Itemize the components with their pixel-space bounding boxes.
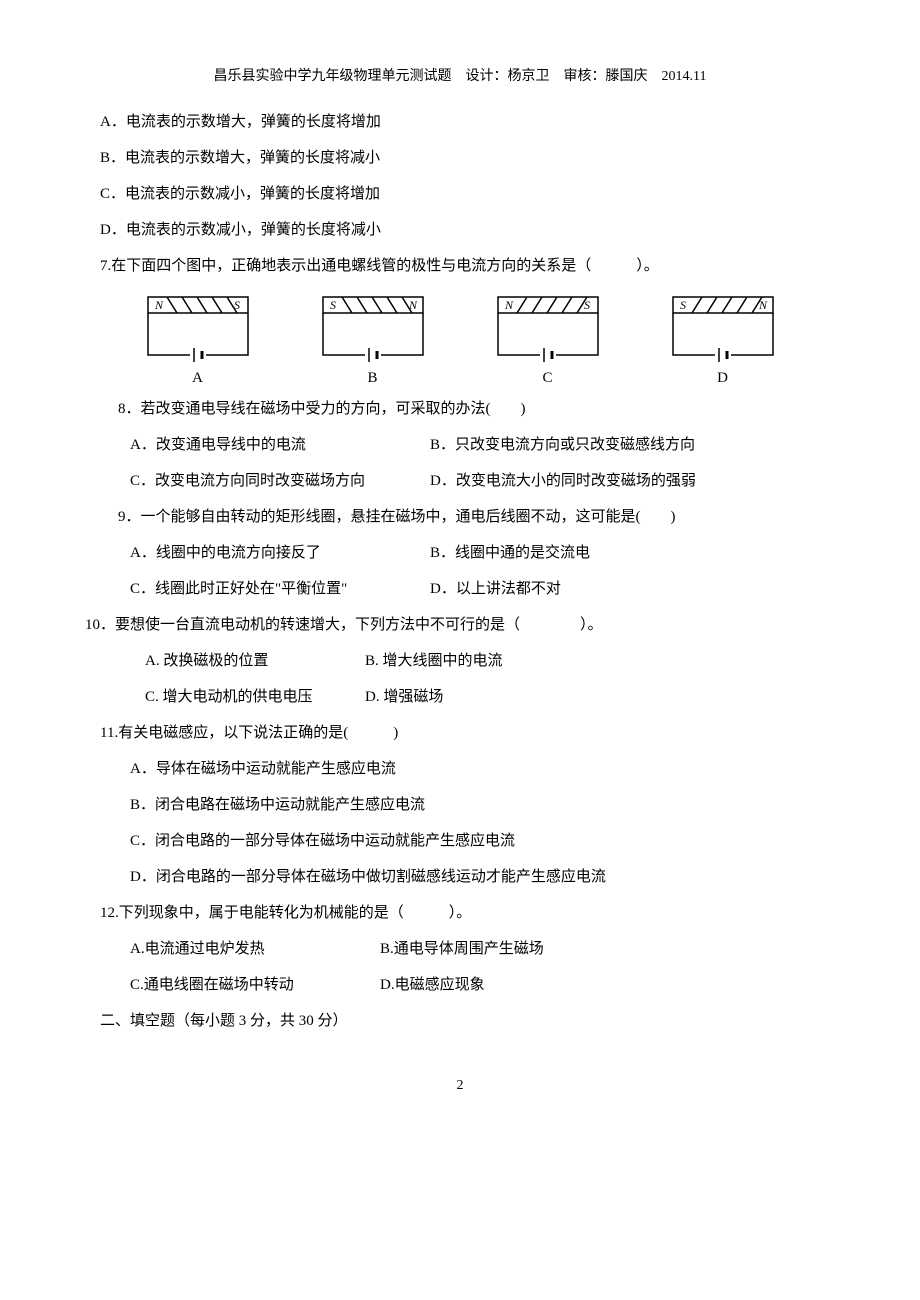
- q11-option-d: D．闭合电路的一部分导体在磁场中做切割磁感线运动才能产生感应电流: [100, 859, 820, 895]
- section2-title: 二、填空题（每小题 3 分，共 30 分）: [100, 1003, 820, 1039]
- solenoid-diagram-d: SN: [653, 292, 793, 367]
- q9-option-a: A．线圈中的电流方向接反了: [130, 535, 430, 571]
- q12-stem: 12.下列现象中，属于电能转化为机械能的是（ ）。: [100, 895, 820, 931]
- q8-row2: C．改变电流方向同时改变磁场方向 D．改变电流大小的同时改变磁场的强弱: [100, 463, 820, 499]
- q8-option-b: B．只改变电流方向或只改变磁感线方向: [430, 427, 820, 463]
- q12-option-d: D.电磁感应现象: [380, 967, 485, 1003]
- q11-option-b: B．闭合电路在磁场中运动就能产生感应电流: [100, 787, 820, 823]
- q7-figure-b: SN B: [303, 292, 443, 387]
- svg-text:N: N: [504, 298, 514, 312]
- q12-option-b: B.通电导体周围产生磁场: [380, 931, 544, 967]
- q10-stem: 10．要想使一台直流电动机的转速增大，下列方法中不可行的是（ ）。: [85, 607, 820, 643]
- svg-text:S: S: [584, 298, 590, 312]
- svg-text:S: S: [330, 298, 336, 312]
- q7-stem: 7.在下面四个图中，正确地表示出通电螺线管的极性与电流方向的关系是（ ）。: [100, 248, 820, 284]
- page-number: 2: [100, 1069, 820, 1103]
- q6-option-d: D．电流表的示数减小，弹簧的长度将减小: [100, 212, 820, 248]
- q7-figure-d: SN D: [653, 292, 793, 387]
- header-text: 昌乐县实验中学九年级物理单元测试题 设计：杨京卫 审核：滕国庆 2014.11: [214, 69, 707, 84]
- q7-figure-a: NS A: [128, 292, 268, 387]
- q8-option-a: A．改变通电导线中的电流: [130, 427, 430, 463]
- q8-option-c: C．改变电流方向同时改变磁场方向: [130, 463, 430, 499]
- q11-option-a: A．导体在磁场中运动就能产生感应电流: [100, 751, 820, 787]
- q10-option-a: A. 改换磁极的位置: [145, 643, 365, 679]
- q10-row1: A. 改换磁极的位置 B. 增大线圈中的电流: [100, 643, 820, 679]
- q6-option-b: B．电流表的示数增大，弹簧的长度将减小: [100, 140, 820, 176]
- figure-label-c: C: [542, 369, 552, 387]
- solenoid-diagram-c: NS: [478, 292, 618, 367]
- svg-text:N: N: [154, 298, 164, 312]
- solenoid-diagram-b: SN: [303, 292, 443, 367]
- q10-option-b: B. 增大线圈中的电流: [365, 643, 503, 679]
- q7-figures: NS A SN B NS C SN D: [100, 292, 820, 387]
- q11-stem: 11.有关电磁感应，以下说法正确的是( ): [100, 715, 820, 751]
- svg-text:N: N: [758, 298, 768, 312]
- q9-row2: C．线圈此时正好处在"平衡位置" D．以上讲法都不对: [100, 571, 820, 607]
- q9-stem: 9．一个能够自由转动的矩形线圈，悬挂在磁场中，通电后线圈不动，这可能是( ): [100, 499, 820, 535]
- q8-row1: A．改变通电导线中的电流 B．只改变电流方向或只改变磁感线方向: [100, 427, 820, 463]
- page-container: 昌乐县实验中学九年级物理单元测试题 设计：杨京卫 审核：滕国庆 2014.11 …: [0, 0, 920, 1142]
- q10-option-c: C. 增大电动机的供电电压: [145, 679, 365, 715]
- q8-stem: 8．若改变通电导线在磁场中受力的方向，可采取的办法( ): [100, 391, 820, 427]
- q9-option-c: C．线圈此时正好处在"平衡位置": [130, 571, 430, 607]
- q10-row2: C. 增大电动机的供电电压 D. 增强磁场: [100, 679, 820, 715]
- q9-option-d: D．以上讲法都不对: [430, 571, 820, 607]
- q10-option-d: D. 增强磁场: [365, 679, 443, 715]
- q6-option-c: C．电流表的示数减小，弹簧的长度将增加: [100, 176, 820, 212]
- figure-label-a: A: [192, 369, 203, 387]
- svg-text:S: S: [234, 298, 240, 312]
- svg-text:N: N: [408, 298, 418, 312]
- page-header: 昌乐县实验中学九年级物理单元测试题 设计：杨京卫 审核：滕国庆 2014.11: [100, 60, 820, 94]
- q9-option-b: B．线圈中通的是交流电: [430, 535, 820, 571]
- q12-row2: C.通电线圈在磁场中转动 D.电磁感应现象: [100, 967, 820, 1003]
- svg-text:S: S: [680, 298, 686, 312]
- solenoid-diagram-a: NS: [128, 292, 268, 367]
- q12-option-a: A.电流通过电炉发热: [130, 931, 380, 967]
- q8-option-d: D．改变电流大小的同时改变磁场的强弱: [430, 463, 820, 499]
- figure-label-b: B: [367, 369, 377, 387]
- q11-option-c: C．闭合电路的一部分导体在磁场中运动就能产生感应电流: [100, 823, 820, 859]
- figure-label-d: D: [717, 369, 728, 387]
- q9-row1: A．线圈中的电流方向接反了 B．线圈中通的是交流电: [100, 535, 820, 571]
- q12-row1: A.电流通过电炉发热 B.通电导体周围产生磁场: [100, 931, 820, 967]
- q12-option-c: C.通电线圈在磁场中转动: [130, 967, 380, 1003]
- q7-figure-c: NS C: [478, 292, 618, 387]
- q6-option-a: A．电流表的示数增大，弹簧的长度将增加: [100, 104, 820, 140]
